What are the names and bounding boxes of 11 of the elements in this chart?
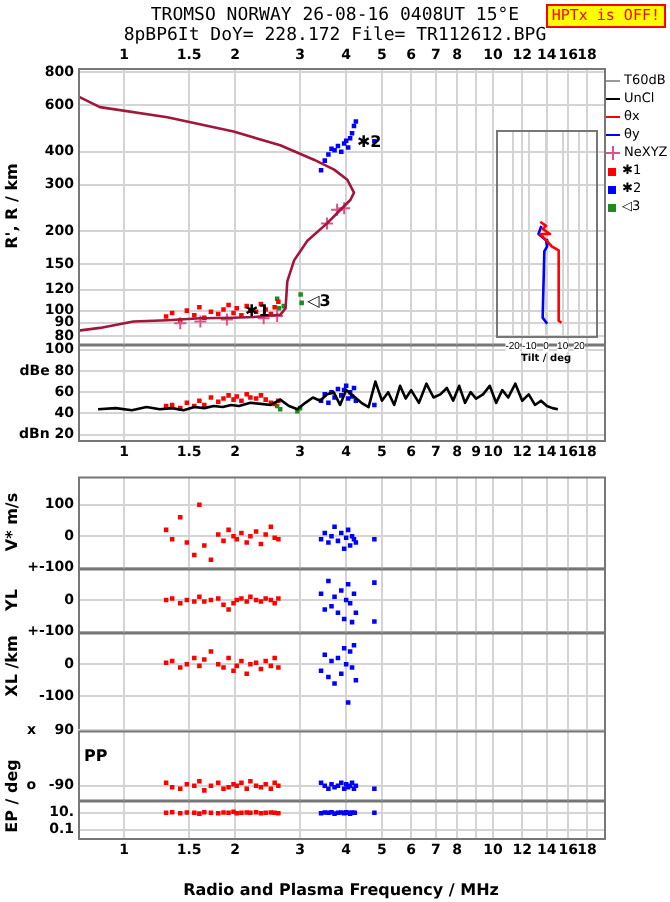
- x-axis-title: Radio and Plasma Frequency / MHz: [183, 880, 500, 899]
- chart-title: TROMSO NORWAY 26-08-16 0408UT 15°E: [150, 6, 520, 26]
- chart-subtitle: 8pBP6It DoY= 228.172 File= TR112612.BPG: [121, 26, 549, 46]
- y-axis-title: XL /km: [3, 635, 21, 697]
- y-axis-title: V* m/s: [3, 492, 21, 552]
- y-axis-title: R', R / km: [3, 163, 21, 249]
- y-axis-title: YL: [3, 589, 21, 611]
- annotation: ◁3: [307, 291, 331, 310]
- y-axis-title: EP / deg: [3, 759, 21, 833]
- annotation: ✱2: [356, 133, 382, 152]
- annotation: PP: [84, 746, 108, 765]
